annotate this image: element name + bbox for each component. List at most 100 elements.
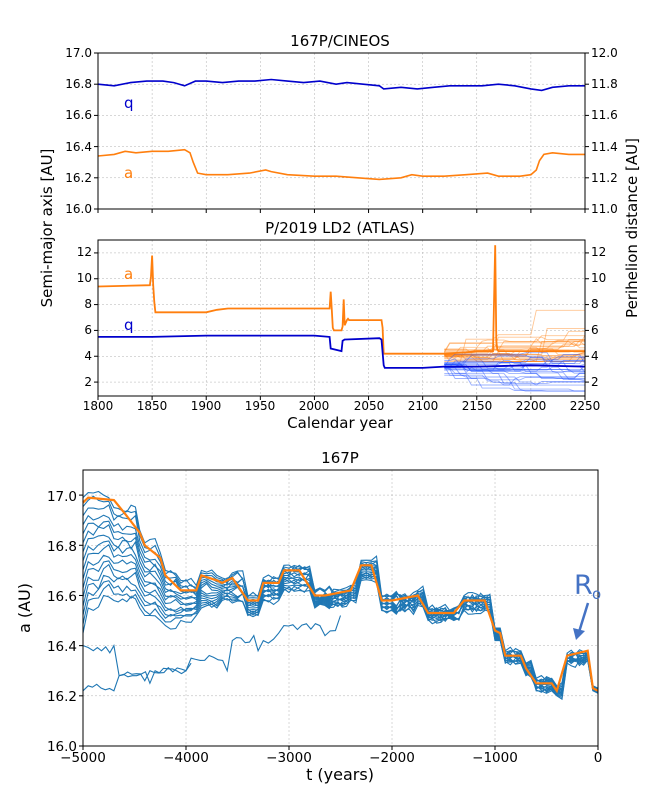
clone-line-q [443,352,585,372]
clone-line-a [443,330,585,352]
clone-line-a [444,349,585,357]
panel3-grid [82,470,599,747]
panel2-ytick-label-right: 4 [591,349,599,363]
panel2-xtick-label: 2050 [354,399,385,413]
panel-167p-cineos: 167P/CINEOS 16.0 16.2 16.4 16.6 16.8 17.… [65,32,617,216]
clone-line-q [444,362,585,384]
panel3-series [82,496,599,694]
panel1-ytick-label: 16.4 [65,140,92,154]
clone-line-a [443,309,585,362]
panel1-grid [97,52,586,210]
clone-line-a [444,334,586,362]
clone-line-a [444,356,585,362]
panel2-ytick-label: 8 [84,297,92,311]
panel3-xtick-label: 0 [594,750,603,766]
panel1-ytick-label: 16.2 [65,171,92,185]
clone-line [82,615,342,682]
panel1-series [97,78,585,181]
panel2-ytick-label: 4 [84,349,92,363]
clone-line [82,540,599,695]
panel1-ytick-label-right: 11.2 [591,171,618,185]
panel2-ytick-label: 2 [84,375,92,389]
panel2-xtick-labels: 1800 1850 1900 1950 2000 2050 2100 2150 … [83,399,601,413]
panel3-ytick-label: 16.8 [47,539,77,555]
panel3-xtick-label: −5000 [60,750,106,766]
panel1-ytick-label: 16.8 [65,77,92,91]
panel2-ytick-label-right: 10 [591,271,606,285]
panel3-ytick-label: 16.4 [47,639,77,655]
panel2-ytick-labels: 2 4 6 8 10 12 [77,245,92,389]
panel2-ytick-label-right: 6 [591,323,599,337]
panel3-ytick-label: 17.0 [47,489,77,505]
ro-arrow-shaft [577,602,590,633]
clone-line-a [444,343,585,360]
panel3-ytick-label: 16.6 [47,589,77,605]
clone-line-a [444,338,585,360]
panel2-label-q: q [124,316,134,334]
panel1-ytick-label-right: 11.4 [591,140,618,154]
clone-line-a [444,341,586,354]
panel3-ytick-label: 16.2 [47,689,77,705]
panel2-xtick-label: 1850 [137,399,168,413]
clone-line-q [444,367,585,392]
clone-line [82,572,599,697]
series-line-q [98,334,586,369]
panel2-ticks [94,252,589,400]
panel3-x-axis-label: t (years) [306,765,374,784]
panel1-ytick-labels-right: 11.0 11.2 11.4 11.6 11.8 12.0 [591,46,618,216]
clone-line [82,554,599,693]
clone-line-a [444,348,585,358]
panel1-ytick-label: 17.0 [65,46,92,60]
clone-line-q [444,360,585,370]
panel1-ytick-label-right: 11.0 [591,202,618,216]
clone-line-q [444,358,586,373]
clone-line-a [444,347,585,362]
panel3-xtick-label: −2000 [369,750,415,766]
clone-line-a [444,341,585,351]
y-axis-label-right: Perihelion distance [AU] [623,138,641,318]
panel1-ticks [94,52,589,213]
panel1-frame [97,52,586,210]
clone-line [82,579,599,701]
clone-line-a [444,351,586,362]
panel2-ytick-label-right: 2 [591,375,599,389]
clone-line [82,576,599,699]
panel2-ytick-label: 6 [84,323,92,337]
series-line-q [97,78,585,92]
series-line-nominal [82,496,599,694]
panel2-xtick-label: 1950 [245,399,276,413]
series-line-a [97,245,585,355]
clone-line-q [444,356,585,369]
panel2-frame [97,239,586,397]
clone-line-a [444,354,585,359]
panel3-ticks [79,494,599,750]
panel1-ytick-label-right: 11.8 [591,77,618,91]
panel2-label-a: a [124,265,133,283]
clone-line-q [444,366,585,392]
clone-line-q [444,356,585,364]
clone-line-q [444,374,585,386]
clone-line-a [444,349,585,357]
panel3-xtick-label: −4000 [163,750,209,766]
panel3-xtick-label: −1000 [472,750,518,766]
clone-line-q [444,354,586,372]
panel3-ytick-labels: 16.0 16.2 16.4 16.6 16.8 17.0 [47,489,77,755]
panel3-ytick-label: 16.0 [47,739,77,755]
panel3-frame [82,469,599,747]
clone-line-a [444,335,585,355]
panel1-ytick-label: 16.0 [65,202,92,216]
clone-line-q [444,373,585,392]
series-line-a [97,148,585,181]
clone-line-a [444,354,585,360]
panel1-ytick-label-right: 11.6 [591,108,618,122]
ro-arrow-head [573,628,585,640]
panel1-title: 167P/CINEOS [290,32,390,50]
panel2-ytick-labels-right: 2 4 6 8 10 12 [591,245,606,389]
clone-line-q [444,363,585,380]
panel2-xtick-label: 2250 [570,399,601,413]
panel2-x-axis-label: Calendar year [287,414,394,432]
panel3-title: 167P [321,449,359,467]
panel2-xtick-label: 1900 [191,399,222,413]
panel2-title: P/2019 LD2 (ATLAS) [265,219,415,237]
